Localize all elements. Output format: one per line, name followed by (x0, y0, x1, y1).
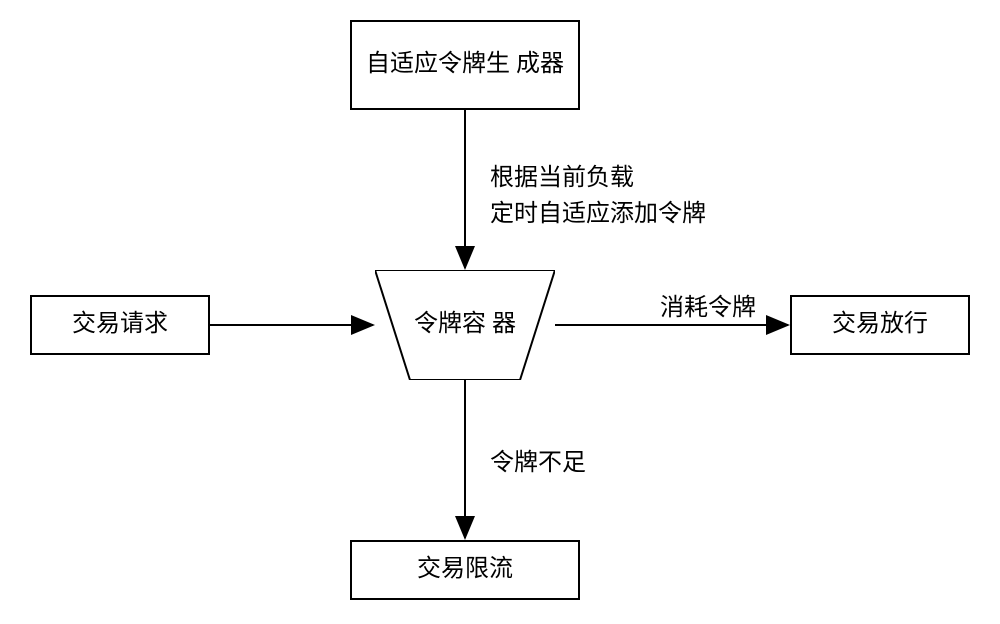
edge-label-bucket-to-pass: 消耗令牌 (660, 290, 756, 326)
node-pass: 交易放行 (790, 295, 970, 355)
node-generator: 自适应令牌生 成器 (350, 20, 580, 110)
node-request-label: 交易请求 (72, 308, 168, 342)
node-bucket-label: 令牌容 器 (414, 308, 516, 342)
node-request: 交易请求 (30, 295, 210, 355)
edge-label-bucket-to-throttle: 令牌不足 (490, 445, 586, 481)
node-throttle-label: 交易限流 (417, 553, 513, 587)
node-bucket: 令牌容 器 (375, 270, 555, 380)
edge-label-gen-to-bucket: 根据当前负载 定时自适应添加令牌 (490, 160, 706, 232)
node-pass-label: 交易放行 (832, 308, 928, 342)
node-generator-label: 自适应令牌生 成器 (366, 48, 564, 82)
node-throttle: 交易限流 (350, 540, 580, 600)
